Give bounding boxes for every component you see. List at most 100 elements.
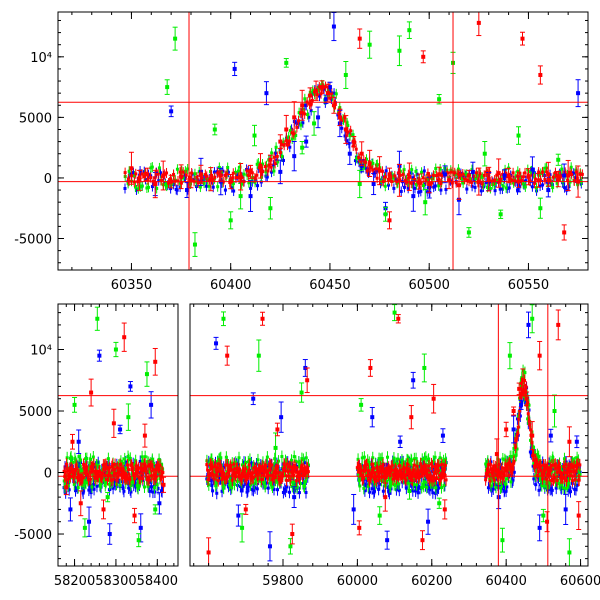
bottom-band-point — [554, 486, 558, 490]
bottom-band-point — [156, 463, 160, 467]
top-band-point — [428, 190, 432, 194]
top-band-point — [528, 179, 532, 183]
bottom-band-point — [128, 477, 132, 481]
bottom-band-point — [252, 481, 256, 485]
top-band-point — [123, 171, 127, 175]
bottom-band-point — [83, 471, 87, 475]
top-band-point — [541, 183, 545, 187]
bottom-band-point — [435, 488, 439, 492]
bottom-band-point — [407, 472, 411, 476]
top-red-point — [268, 157, 273, 162]
bottom-band-point — [528, 450, 532, 454]
top-band-point — [272, 155, 276, 159]
bottom-band-point — [301, 466, 305, 470]
top-ytick-label: -5000 — [14, 233, 52, 248]
bottom-band-point — [291, 473, 295, 477]
bottom-band-point — [400, 465, 404, 469]
top-band-point — [178, 170, 182, 174]
bottom-band-point — [380, 456, 384, 460]
bottom-band-point — [121, 476, 125, 480]
bottom-band-point — [92, 462, 96, 466]
top-band-point — [445, 171, 449, 175]
bottom-band-point — [418, 486, 422, 490]
top-green-point — [556, 157, 561, 162]
bottom-band-point — [397, 488, 401, 492]
top-green-point — [357, 182, 362, 186]
bottom-band-point — [237, 473, 241, 477]
top-band-point — [468, 177, 472, 181]
bottom-band-point — [232, 470, 236, 474]
top-band-point — [272, 169, 276, 173]
bottom-band-point — [387, 489, 391, 493]
bottom-band-point — [512, 470, 516, 474]
bottom-band-point — [272, 487, 276, 491]
top-band-point — [337, 112, 341, 116]
bottom-band-point — [206, 468, 210, 472]
bottom-band-point — [378, 482, 382, 486]
top-green-point — [466, 230, 471, 235]
bottom-band-point — [147, 460, 151, 464]
top-band-point — [281, 158, 285, 162]
bottom-band-point — [232, 462, 236, 466]
bottom-band-point — [387, 477, 391, 481]
top-red-point — [562, 230, 567, 235]
bottom-band-point — [157, 457, 161, 461]
top-xtick-label: 60350 — [111, 278, 152, 293]
bottom-band-point — [282, 467, 286, 471]
bottom-band-point — [404, 478, 408, 482]
bottom-band-point — [520, 400, 524, 404]
bottom-band-point — [375, 465, 379, 469]
bottom-band-point — [254, 467, 258, 471]
top-green-point — [268, 206, 273, 211]
bottom-band-point — [138, 459, 142, 463]
bottom-band-point — [416, 485, 420, 489]
top-band-point — [150, 185, 154, 189]
bottom-band-point — [219, 464, 223, 468]
top-band-point — [533, 177, 537, 181]
bottom-green-point — [105, 495, 110, 500]
bottom-band-point — [433, 465, 437, 469]
bottom-band-point — [104, 462, 108, 466]
top-red-point — [427, 182, 432, 186]
top-band-point — [551, 185, 555, 189]
bottom-band-point — [264, 481, 268, 485]
top-band-point — [346, 124, 350, 128]
bottom-band-point — [66, 484, 70, 488]
bottom-band-point — [247, 484, 251, 488]
bottom-band-point — [246, 482, 250, 486]
top-band-point — [501, 184, 505, 188]
bottom-band-point — [303, 461, 307, 465]
top-band-point — [476, 174, 480, 178]
top-band-point — [149, 176, 153, 180]
top-red-point — [320, 85, 325, 90]
top-band-point — [472, 174, 476, 178]
top-blue-point — [248, 194, 253, 199]
bottom-band-point — [231, 472, 235, 476]
bottom-band-point — [119, 459, 123, 463]
top-band-point — [299, 123, 303, 127]
bottom-band-point — [394, 488, 398, 492]
bottom-band-point — [65, 462, 69, 466]
bottom-band-point — [274, 469, 278, 473]
bottom-blue-point — [149, 402, 154, 407]
bottom-band-point — [209, 462, 213, 466]
top-band-point — [140, 172, 144, 176]
bottom-band-point — [67, 488, 71, 492]
bottom-band-point — [90, 485, 94, 489]
top-band-point — [486, 171, 490, 175]
bottom-blue-point — [87, 519, 92, 524]
top-band-point — [516, 188, 520, 192]
top-band-point — [440, 174, 444, 178]
top-band-point — [299, 111, 303, 115]
bottom-band-point — [431, 459, 435, 463]
bottom-band-point — [142, 485, 146, 489]
bottom-band-point — [262, 466, 266, 470]
top-band-point — [450, 181, 454, 185]
bottom-band-point — [226, 475, 230, 479]
bottom-band-point — [235, 479, 239, 483]
top-band-point — [369, 166, 373, 170]
top-green-point — [397, 48, 402, 53]
bottom-band-point — [375, 479, 379, 483]
bottom-band-point — [236, 470, 240, 474]
top-band-point — [183, 169, 187, 173]
